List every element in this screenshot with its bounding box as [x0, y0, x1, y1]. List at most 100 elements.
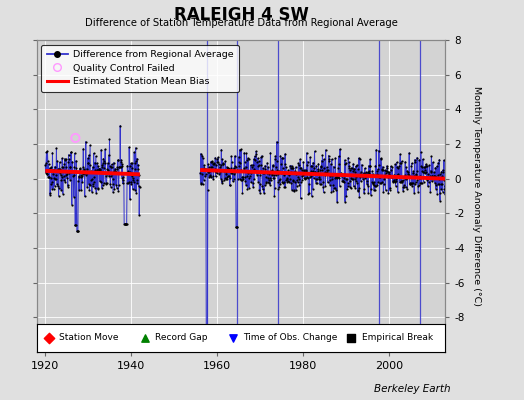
Point	[304, 181, 313, 187]
Point	[361, 171, 369, 177]
Point	[50, 175, 58, 181]
Point	[48, 179, 56, 186]
Point	[405, 150, 413, 156]
Point	[231, 153, 239, 159]
Point	[275, 168, 283, 174]
Point	[119, 174, 127, 180]
Point	[128, 165, 136, 171]
Point	[124, 168, 132, 174]
Point	[384, 174, 392, 180]
Point	[413, 176, 422, 183]
Point	[118, 180, 127, 187]
Point	[264, 174, 272, 181]
Point	[257, 154, 265, 160]
Point	[77, 187, 85, 193]
Point	[117, 162, 126, 169]
Point	[351, 169, 359, 176]
Point	[199, 181, 207, 188]
Point	[308, 193, 316, 199]
Point	[69, 168, 78, 174]
Point	[278, 178, 287, 185]
Point	[261, 166, 270, 172]
Point	[307, 162, 315, 169]
Point	[407, 181, 415, 187]
Point	[122, 220, 130, 227]
Point	[374, 166, 382, 172]
Point	[259, 170, 267, 176]
Point	[62, 164, 70, 170]
Point	[432, 186, 440, 192]
Point	[399, 177, 407, 183]
Point	[67, 169, 75, 176]
Point	[380, 167, 389, 174]
Point	[121, 220, 129, 227]
Point	[365, 168, 373, 174]
Point	[400, 174, 409, 181]
Point	[422, 176, 431, 183]
Point	[118, 174, 126, 181]
Point	[295, 162, 303, 168]
Point	[45, 174, 53, 180]
Point	[328, 173, 336, 180]
Point	[219, 161, 227, 168]
Point	[203, 337, 212, 343]
Point	[239, 165, 248, 171]
Point	[90, 150, 98, 156]
Point	[72, 222, 80, 229]
Point	[109, 176, 117, 182]
Point	[135, 184, 144, 190]
Point	[421, 164, 430, 170]
Point	[202, 337, 211, 343]
Point	[249, 180, 257, 186]
Point	[95, 166, 103, 173]
Point	[358, 171, 366, 178]
Point	[408, 183, 417, 189]
Point	[110, 186, 118, 192]
Point	[76, 169, 84, 175]
Point	[400, 182, 408, 188]
Point	[349, 160, 357, 167]
Point	[375, 174, 383, 180]
Point	[283, 176, 291, 182]
Point	[123, 180, 131, 186]
Point	[107, 164, 115, 170]
Point	[359, 176, 367, 182]
Point	[340, 171, 348, 177]
Point	[91, 167, 100, 173]
Point	[99, 155, 107, 162]
Point	[369, 179, 378, 186]
Point	[350, 183, 358, 190]
Point	[203, 337, 211, 343]
Point	[55, 166, 63, 172]
Point	[320, 164, 329, 171]
Point	[294, 174, 302, 180]
Point	[231, 169, 239, 176]
Point	[331, 175, 339, 181]
Point	[112, 181, 120, 188]
Point	[319, 179, 327, 185]
Point	[394, 165, 402, 171]
Point	[325, 176, 334, 183]
Point	[235, 146, 244, 153]
Point	[255, 158, 263, 164]
Point	[250, 176, 258, 182]
Point	[308, 168, 316, 175]
Point	[416, 180, 424, 186]
Point	[427, 153, 435, 160]
Point	[343, 176, 351, 182]
Point	[114, 188, 123, 194]
Point	[339, 172, 347, 179]
Point	[218, 180, 226, 186]
Point	[345, 165, 354, 171]
Point	[225, 182, 234, 189]
Point	[234, 176, 242, 182]
Point	[350, 166, 358, 172]
Point	[397, 178, 405, 185]
Point	[132, 145, 140, 151]
Point	[276, 176, 284, 182]
Point	[287, 169, 296, 176]
Point	[321, 168, 329, 175]
Point	[337, 172, 345, 178]
Point	[361, 165, 369, 172]
Point	[134, 162, 143, 168]
